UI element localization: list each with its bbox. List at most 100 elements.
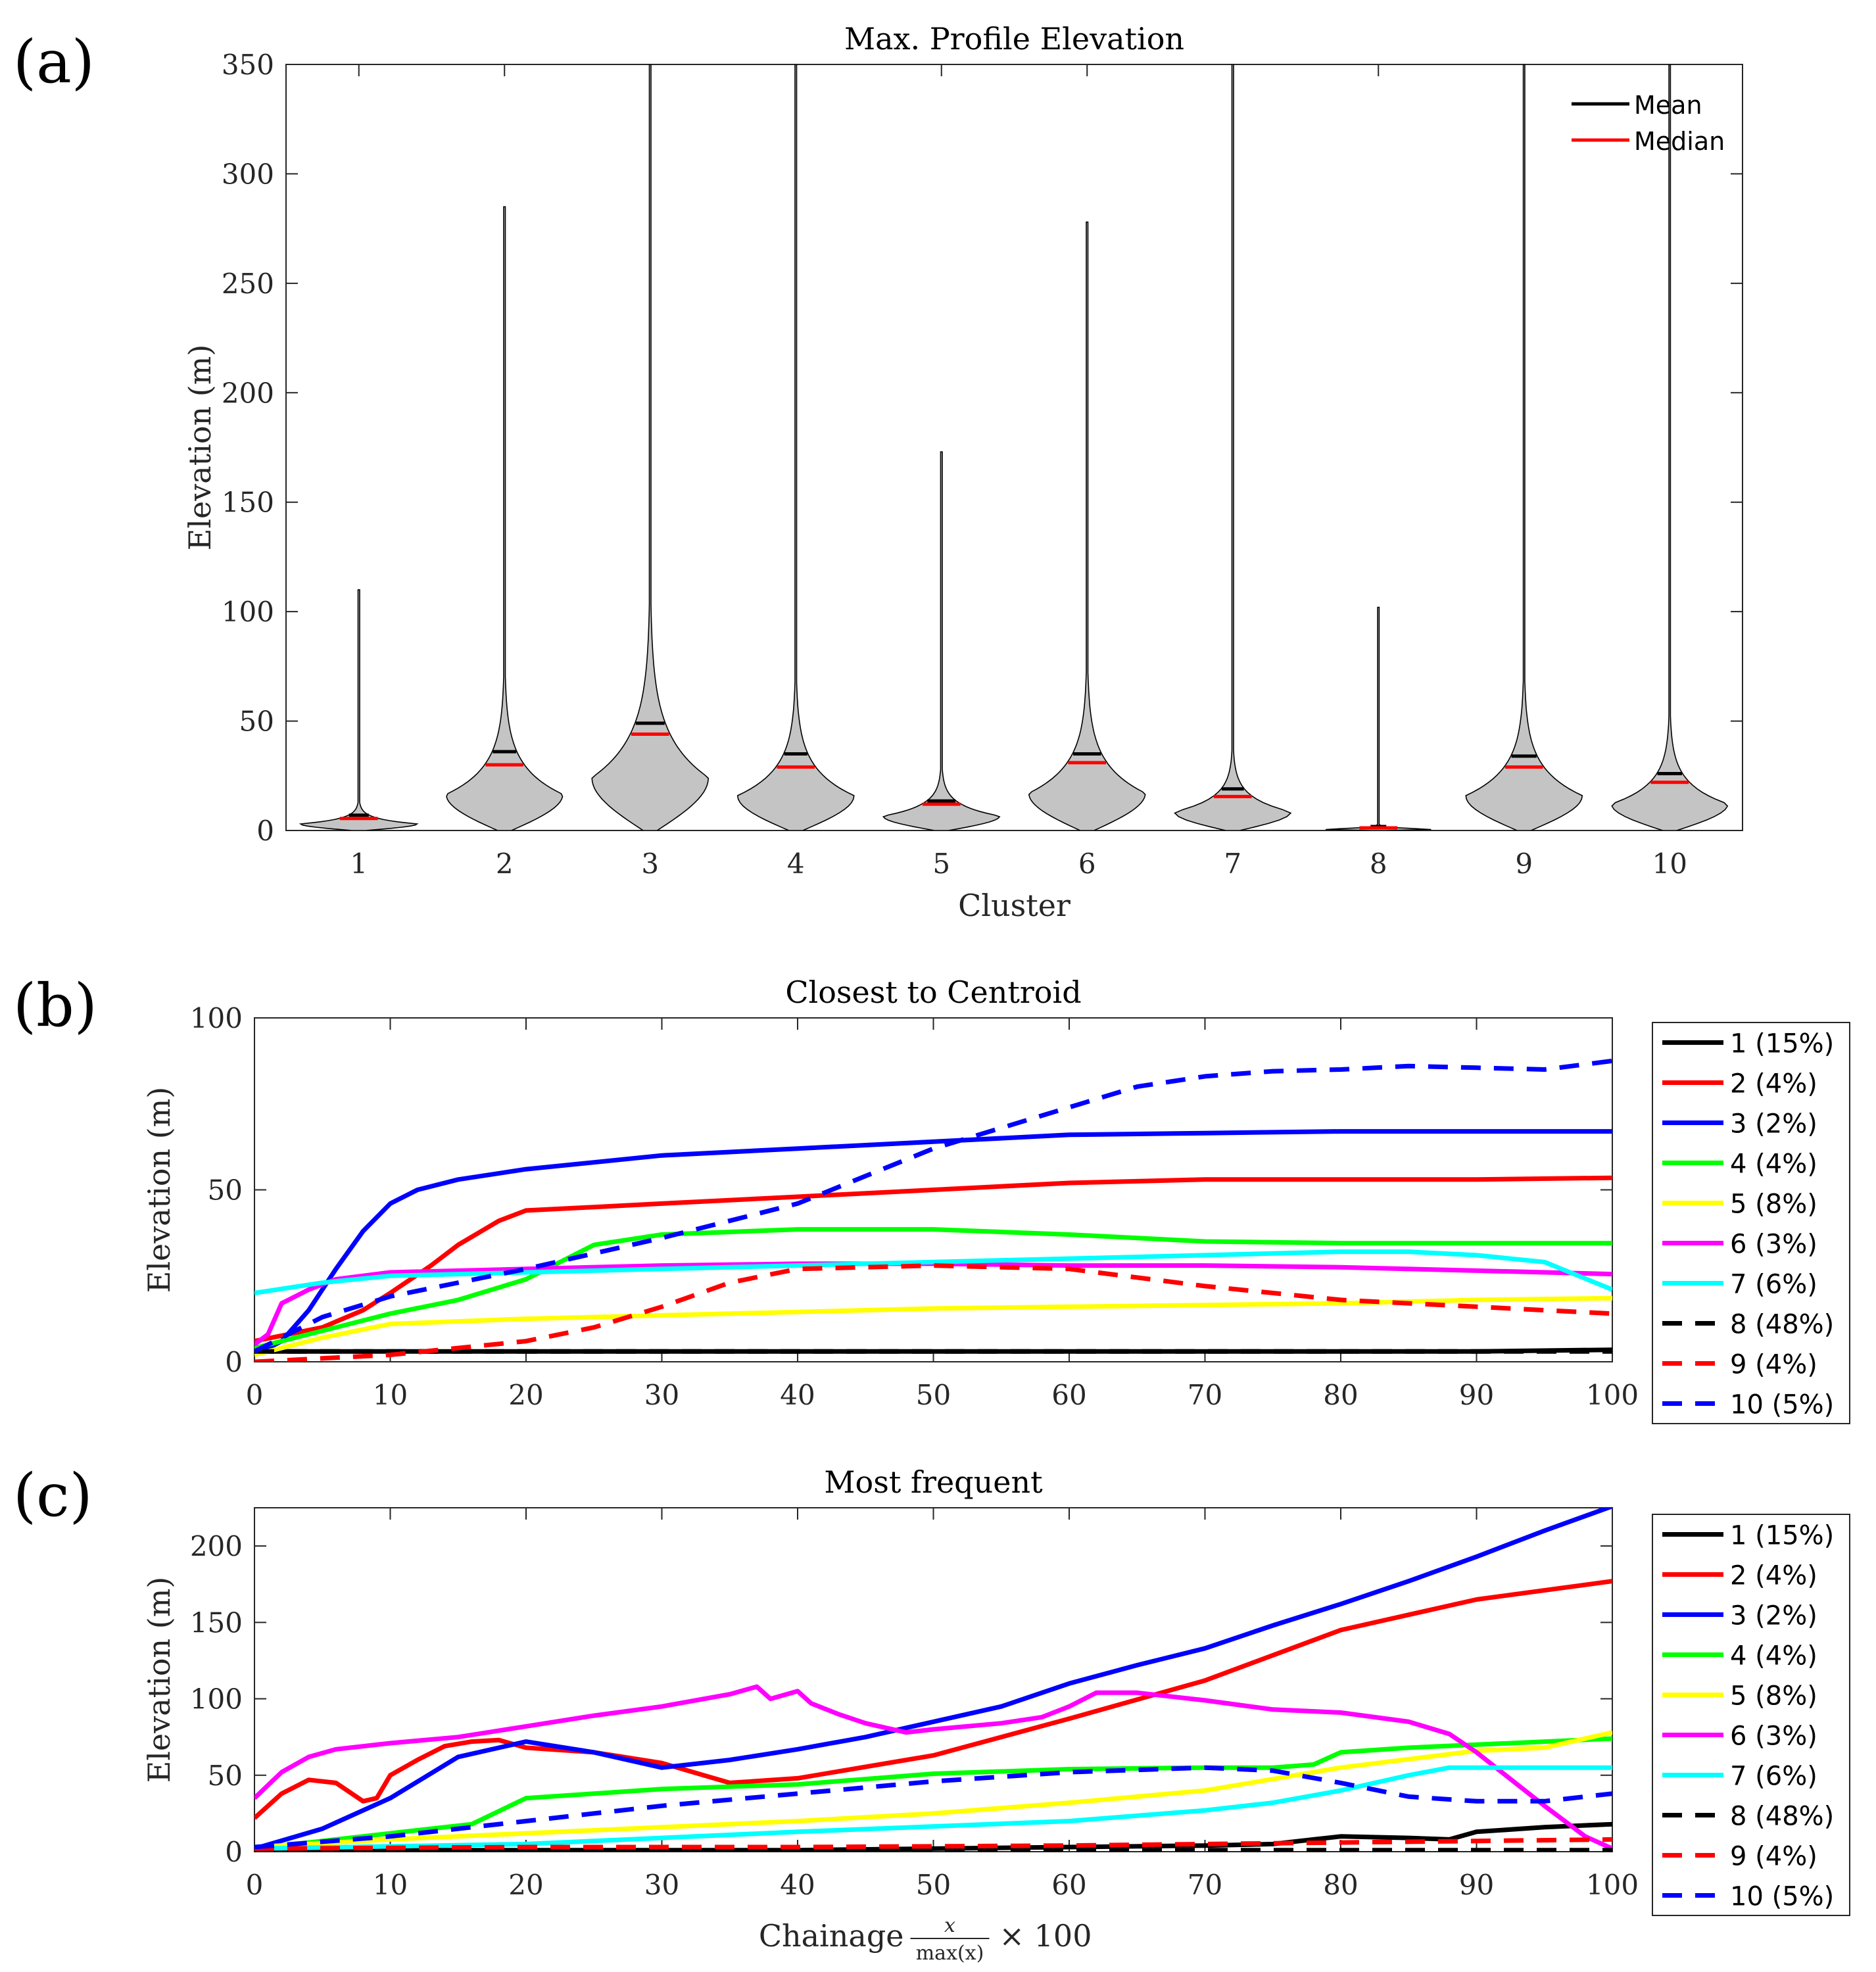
panel-label-c: (c)	[13, 1461, 93, 1530]
chart-title-c: Most frequent	[824, 1464, 1043, 1500]
x-tick-label-b: 60	[1051, 1379, 1086, 1411]
y-tick-label-b: 100	[190, 1002, 243, 1034]
legend-label: 9 (4%)	[1730, 1842, 1817, 1872]
y-tick-label-a: 300	[222, 158, 274, 190]
chart-title-b: Closest to Centroid	[785, 974, 1081, 1010]
legend-label: 8 (48%)	[1730, 1802, 1834, 1832]
legend-label: 3 (2%)	[1730, 1109, 1817, 1140]
legend-label: 2 (4%)	[1730, 1561, 1817, 1591]
axes-frame-c	[254, 1507, 1613, 1852]
x-tick-label-a: 7	[1224, 848, 1241, 880]
x-tick-label-b: 90	[1459, 1379, 1494, 1411]
y-tick-label-c: 150	[190, 1606, 243, 1639]
x-tick-label-b: 40	[780, 1379, 815, 1411]
violin	[1611, 64, 1729, 830]
y-tick-label-a: 200	[222, 377, 274, 409]
x-tick-label-c: 20	[508, 1869, 543, 1901]
panel-c: (c) 0 50 100 150 200 0 10 20 30 40 50 60 70 80 90 100 1 (…	[13, 1461, 1850, 1965]
legend-label-median: Median	[1634, 127, 1725, 156]
series-line	[254, 1261, 1612, 1347]
x-tick-label-c: 0	[246, 1869, 264, 1901]
violin	[1028, 221, 1146, 830]
x-tick-label-c: 40	[780, 1869, 815, 1901]
x-tick-label-a: 4	[787, 848, 805, 880]
series-line	[254, 1736, 1612, 1851]
y-tick-label-a: 100	[222, 596, 274, 628]
x-tick-label-c: 10	[373, 1869, 408, 1901]
y-tick-label-a: 350	[222, 49, 274, 81]
series-line	[254, 1227, 1612, 1351]
x-tick-label-c: 30	[644, 1869, 679, 1901]
x-tick-label-a: 9	[1515, 848, 1533, 880]
legend-label: 5 (8%)	[1730, 1190, 1817, 1220]
series-line	[254, 1684, 1612, 1851]
axes-frame-a	[285, 64, 1743, 831]
x-tick-label-b: 100	[1586, 1379, 1639, 1411]
x-axis-label-denominator: max(x)	[916, 1942, 984, 1965]
x-tick-label-b: 10	[373, 1379, 408, 1411]
legend-label: 1 (15%)	[1730, 1521, 1834, 1551]
y-tick-label-b: 0	[225, 1346, 243, 1378]
x-tick-label-b: 30	[644, 1379, 679, 1411]
x-tick-label-a: 6	[1078, 848, 1096, 880]
series-line	[254, 1837, 1612, 1851]
x-tick-label-a: 8	[1370, 848, 1387, 880]
violin	[1325, 606, 1431, 830]
x-tick-label-b: 80	[1323, 1379, 1358, 1411]
panel-label-a: (a)	[13, 28, 95, 97]
violin	[591, 64, 710, 830]
x-tick-label-c: 100	[1586, 1869, 1639, 1901]
legend-label: 8 (48%)	[1730, 1310, 1834, 1340]
violin	[1465, 64, 1583, 830]
x-tick-label-b: 50	[916, 1379, 951, 1411]
violin	[299, 589, 419, 830]
y-tick-label-c: 50	[208, 1760, 243, 1792]
panel-b: (b) 0 50 100 0 10 20 30 40 50 60 70 80 90 100 1 (15%) 2 …	[13, 971, 1850, 1424]
series-group-c	[254, 1508, 1612, 1852]
panel-a: (a) 0 50 100 150 200 250 300 350 1 2 3 4 5 6 7 8 9 10 Mean M…	[13, 21, 1743, 923]
x-tick-label-c: 80	[1323, 1869, 1358, 1901]
legend-label: 3 (2%)	[1730, 1601, 1817, 1631]
x-tick-label-a: 3	[641, 848, 659, 880]
violin	[1174, 64, 1292, 830]
y-tick-label-c: 0	[225, 1836, 243, 1868]
x-tick-label-b: 70	[1188, 1379, 1222, 1411]
x-tick-label-c: 90	[1459, 1869, 1494, 1901]
series-line	[254, 1765, 1612, 1851]
series-line	[254, 1249, 1612, 1295]
x-axis-label-c: Chainage	[759, 1918, 904, 1954]
y-tick-label-a: 50	[239, 706, 274, 738]
legend-box-b	[1652, 1022, 1850, 1424]
legend-label: 7 (6%)	[1730, 1270, 1817, 1300]
x-tick-label-c: 50	[916, 1869, 951, 1901]
series-group-b	[254, 1058, 1612, 1362]
chart-title-a: Max. Profile Elevation	[844, 21, 1184, 57]
violin	[736, 64, 855, 830]
panel-label-b: (b)	[13, 971, 97, 1040]
x-tick-label-b: 0	[246, 1379, 264, 1411]
legend-label: 9 (4%)	[1730, 1350, 1817, 1380]
x-tick-label-a: 5	[932, 848, 950, 880]
x-tick-label-b: 20	[508, 1379, 543, 1411]
x-axis-label-a: Cluster	[958, 888, 1070, 923]
x-tick-label-a: 2	[496, 848, 514, 880]
y-axis-label-a: Elevation (m)	[182, 345, 218, 551]
x-axis-label-numerator: x	[944, 1914, 955, 1937]
legend-label: 5 (8%)	[1730, 1681, 1817, 1712]
x-tick-label-c: 70	[1188, 1869, 1222, 1901]
x-tick-label-a: 10	[1652, 848, 1687, 880]
series-line	[254, 1730, 1612, 1850]
y-tick-label-a: 150	[222, 487, 274, 519]
y-tick-label-b: 50	[208, 1174, 243, 1207]
violins	[299, 64, 1729, 830]
legend-label: 4 (4%)	[1730, 1149, 1817, 1180]
violin	[446, 206, 564, 830]
y-axis-label-c: Elevation (m)	[141, 1577, 177, 1783]
violin	[882, 451, 1001, 830]
y-tick-label-a: 0	[256, 815, 274, 847]
legend-box-c	[1652, 1514, 1850, 1916]
x-axis-label-suffix: × 100	[999, 1918, 1092, 1954]
y-tick-label-c: 100	[190, 1683, 243, 1716]
legend-label: 6 (3%)	[1730, 1721, 1817, 1752]
